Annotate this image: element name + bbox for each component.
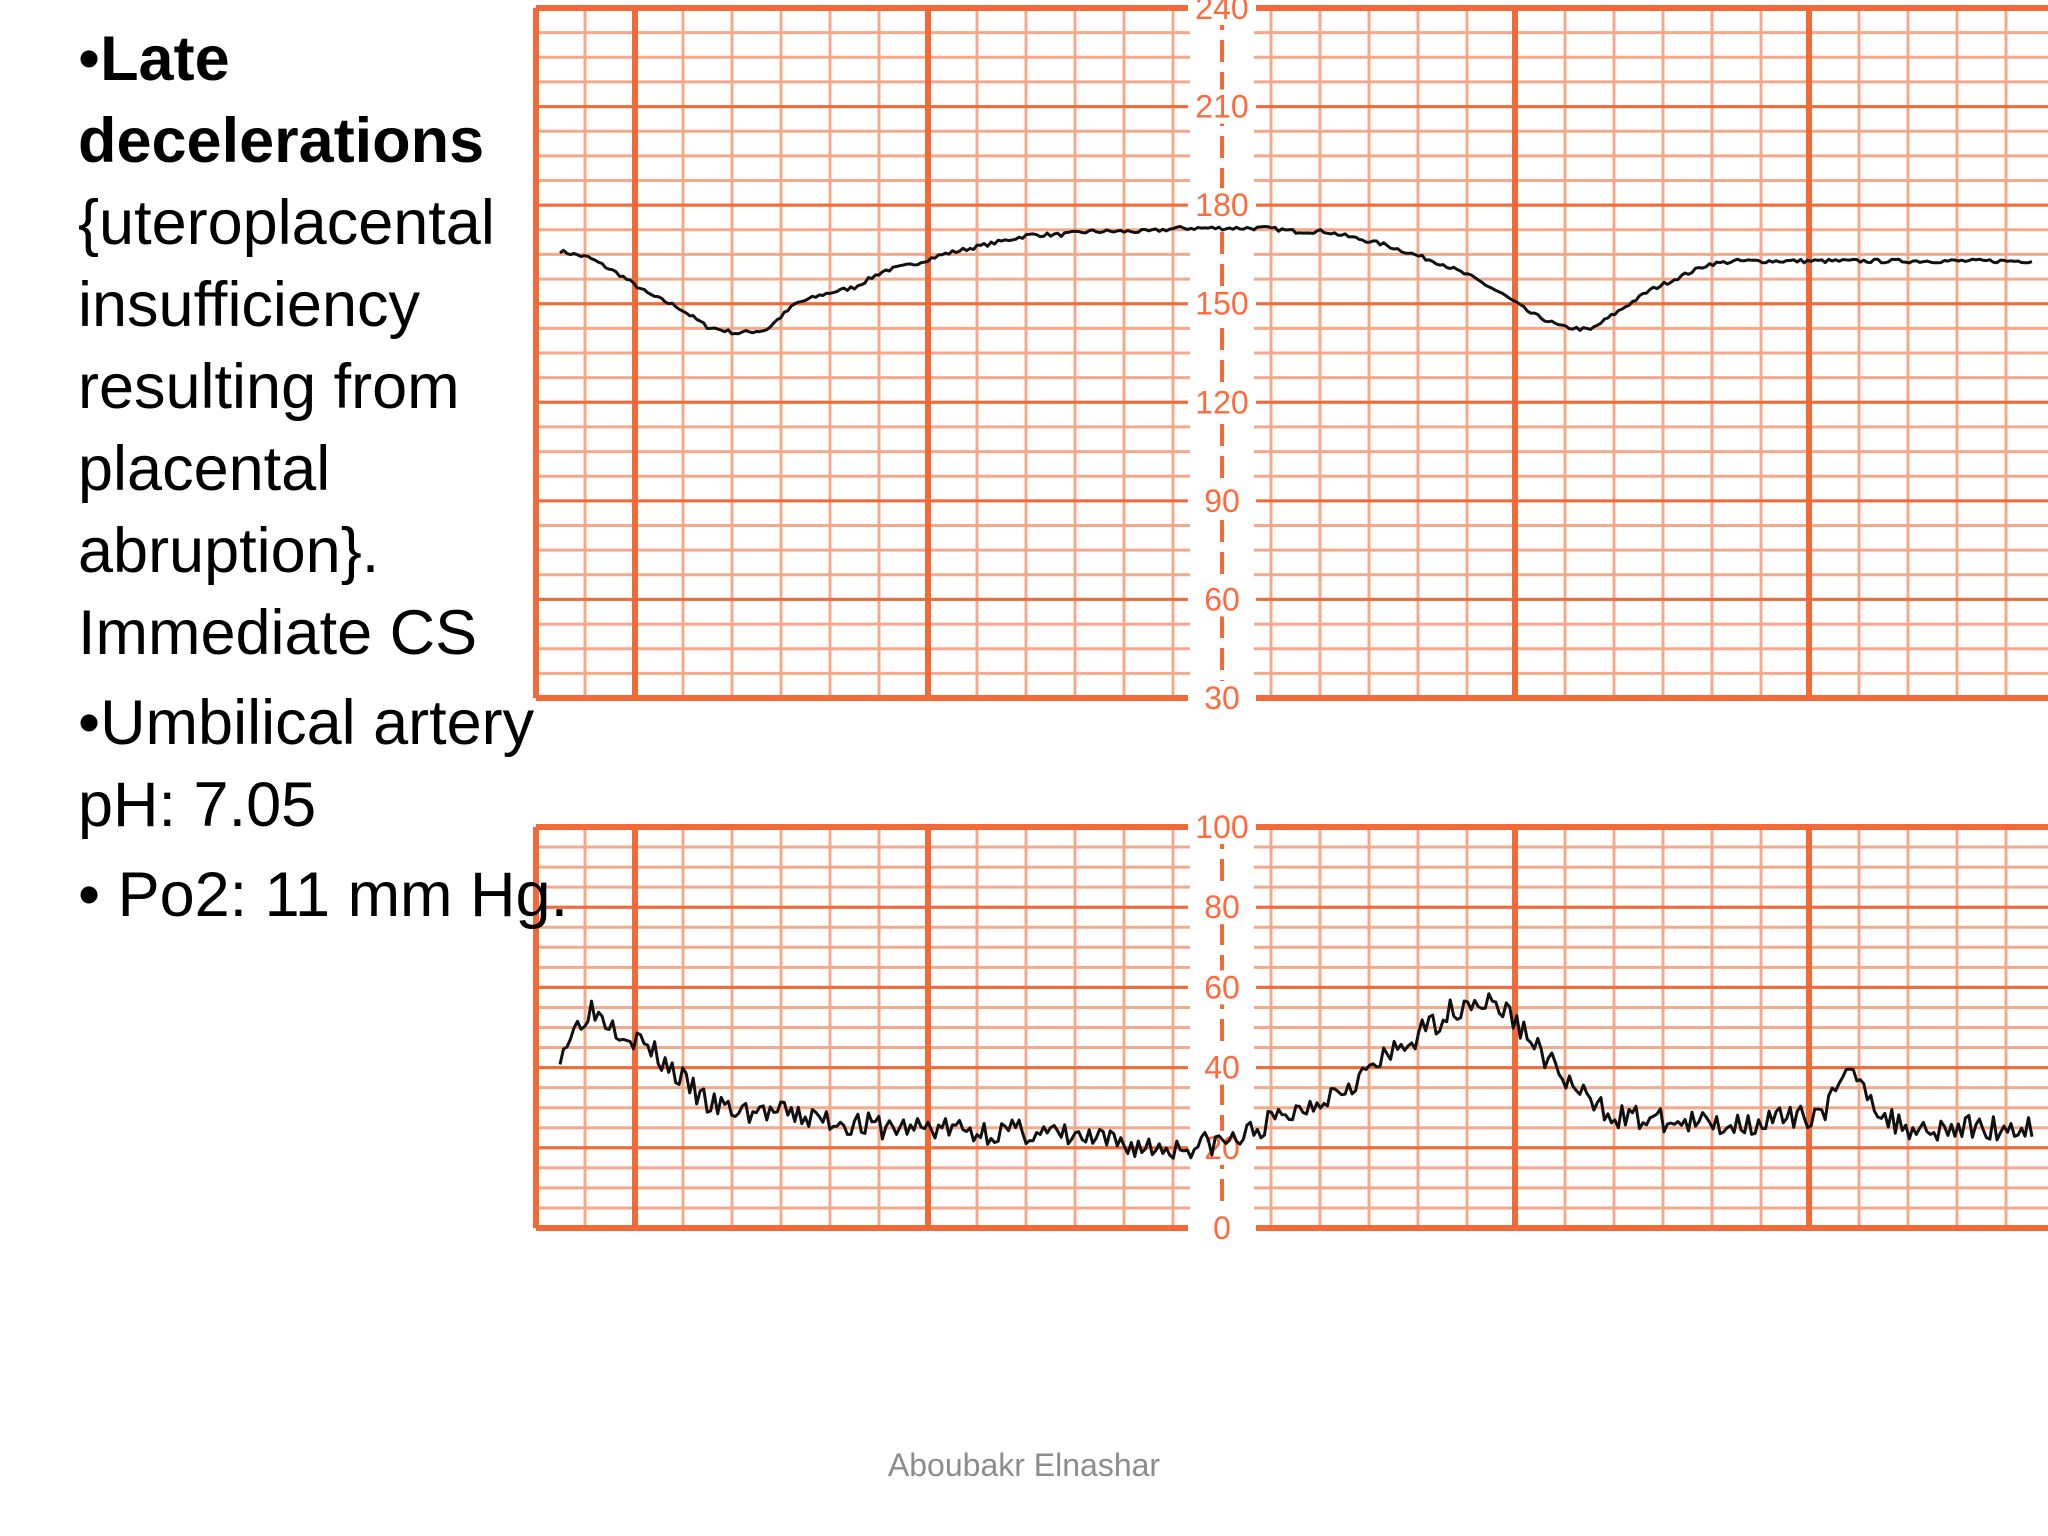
tick-label-bg bbox=[1188, 681, 1256, 715]
tick-label-bg bbox=[1188, 0, 1256, 25]
y-tick-label: 80 bbox=[1204, 889, 1240, 925]
y-tick-label: 150 bbox=[1195, 286, 1248, 322]
bullet-marker: • bbox=[78, 688, 101, 758]
tick-label-bg bbox=[1188, 188, 1256, 223]
tick-label-bg bbox=[1188, 1211, 1256, 1245]
bullet-umbilical-ph: •Umbilical artery pH: 7.05 bbox=[78, 682, 638, 846]
tick-label-bg bbox=[1188, 582, 1256, 617]
y-tick-label: 0 bbox=[1213, 1210, 1231, 1246]
y-tick-label: 180 bbox=[1195, 187, 1248, 223]
y-tick-label: 90 bbox=[1204, 483, 1240, 519]
tick-label-bg bbox=[1188, 385, 1256, 420]
y-tick-label: 30 bbox=[1204, 680, 1240, 716]
bullet-heading: Late decelerations bbox=[78, 24, 485, 176]
bullet-text: Po2: 11 mm Hg. bbox=[117, 860, 569, 930]
bullet-late-decelerations: •Late decelerations {uteroplacental insu… bbox=[78, 18, 638, 674]
tick-label-bg bbox=[1188, 1050, 1256, 1085]
slide-text: •Late decelerations {uteroplacental insu… bbox=[78, 18, 638, 936]
tick-label-bg bbox=[1188, 286, 1256, 321]
y-tick-label: 60 bbox=[1204, 581, 1240, 617]
tick-label-bg bbox=[1188, 810, 1256, 844]
tick-label-bg bbox=[1188, 890, 1256, 925]
y-tick-label: 60 bbox=[1204, 969, 1240, 1005]
bullet-po2: • Po2: 11 mm Hg. bbox=[78, 854, 638, 936]
tick-label-bg bbox=[1188, 970, 1256, 1005]
y-tick-label: 120 bbox=[1195, 384, 1248, 420]
tick-label-bg bbox=[1188, 483, 1256, 518]
y-tick-label: 210 bbox=[1195, 89, 1248, 125]
footer-author: Aboubakr Elnashar bbox=[887, 1447, 1161, 1483]
y-tick-label: 40 bbox=[1204, 1050, 1240, 1086]
fhr-panel: 240 210 180 150 120 90 60 30 bbox=[533, 0, 2048, 716]
y-tick-label: 240 bbox=[1195, 0, 1248, 26]
uterine-contractions-trace bbox=[558, 992, 2034, 1160]
y-tick-label: 100 bbox=[1195, 809, 1248, 845]
bullet-body: {uteroplacental insufficiency resulting … bbox=[78, 188, 495, 668]
bullet-marker: • bbox=[78, 860, 118, 930]
tick-label-bg bbox=[1188, 89, 1256, 124]
fetal-heart-rate-trace bbox=[559, 224, 2033, 336]
bullet-marker: • bbox=[78, 24, 101, 94]
bullet-text: Umbilical artery pH: 7.05 bbox=[78, 688, 535, 840]
